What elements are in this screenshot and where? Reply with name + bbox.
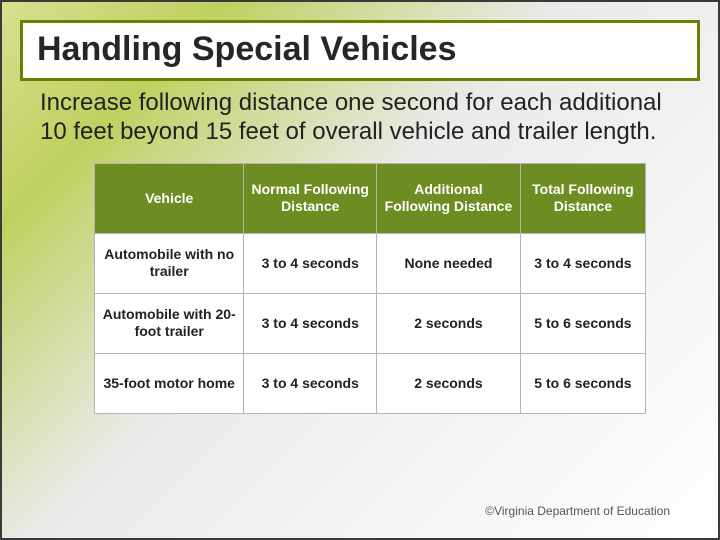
cell-vehicle: Automobile with 20-foot trailer [95, 293, 244, 353]
cell-additional: None needed [377, 233, 521, 293]
cell-total: 3 to 4 seconds [520, 233, 645, 293]
table-container: Vehicle Normal Following Distance Additi… [94, 163, 646, 414]
title-box: Handling Special Vehicles [20, 20, 700, 81]
cell-normal: 3 to 4 seconds [244, 233, 377, 293]
cell-additional: 2 seconds [377, 353, 521, 413]
table-row: 35-foot motor home 3 to 4 seconds 2 seco… [95, 353, 646, 413]
table-row: Automobile with no trailer 3 to 4 second… [95, 233, 646, 293]
cell-vehicle: Automobile with no trailer [95, 233, 244, 293]
cell-normal: 3 to 4 seconds [244, 353, 377, 413]
cell-vehicle: 35-foot motor home [95, 353, 244, 413]
col-normal: Normal Following Distance [244, 163, 377, 233]
table-header-row: Vehicle Normal Following Distance Additi… [95, 163, 646, 233]
cell-normal: 3 to 4 seconds [244, 293, 377, 353]
following-distance-table: Vehicle Normal Following Distance Additi… [94, 163, 646, 414]
col-total: Total Following Distance [520, 163, 645, 233]
page-title: Handling Special Vehicles [37, 31, 683, 68]
cell-total: 5 to 6 seconds [520, 293, 645, 353]
cell-additional: 2 seconds [377, 293, 521, 353]
table-row: Automobile with 20-foot trailer 3 to 4 s… [95, 293, 646, 353]
copyright-text: ©Virginia Department of Education [485, 504, 670, 518]
cell-total: 5 to 6 seconds [520, 353, 645, 413]
col-vehicle: Vehicle [95, 163, 244, 233]
intro-text: Increase following distance one second f… [40, 89, 680, 147]
col-additional: Additional Following Distance [377, 163, 521, 233]
